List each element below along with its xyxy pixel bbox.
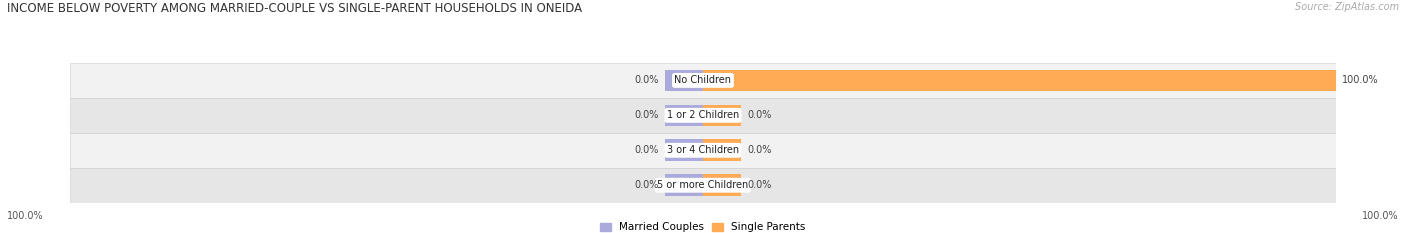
Text: 5 or more Children: 5 or more Children bbox=[658, 180, 748, 190]
Text: 100.0%: 100.0% bbox=[1343, 75, 1379, 85]
Text: 100.0%: 100.0% bbox=[1362, 211, 1399, 221]
Legend: Married Couples, Single Parents: Married Couples, Single Parents bbox=[596, 218, 810, 233]
Bar bbox=[703, 174, 741, 196]
Text: 1 or 2 Children: 1 or 2 Children bbox=[666, 110, 740, 120]
Text: 100.0%: 100.0% bbox=[7, 211, 44, 221]
Bar bbox=[703, 69, 1336, 91]
Text: 0.0%: 0.0% bbox=[748, 145, 772, 155]
Bar bbox=[703, 139, 741, 161]
Bar bbox=[665, 174, 703, 196]
Text: 0.0%: 0.0% bbox=[748, 110, 772, 120]
Text: 0.0%: 0.0% bbox=[634, 180, 658, 190]
Bar bbox=[665, 104, 703, 126]
Bar bbox=[665, 69, 703, 91]
Text: 0.0%: 0.0% bbox=[634, 110, 658, 120]
Bar bbox=[703, 104, 741, 126]
Bar bbox=[70, 98, 1336, 133]
Text: 0.0%: 0.0% bbox=[634, 145, 658, 155]
Bar bbox=[70, 63, 1336, 98]
Text: No Children: No Children bbox=[675, 75, 731, 85]
Text: 3 or 4 Children: 3 or 4 Children bbox=[666, 145, 740, 155]
Text: INCOME BELOW POVERTY AMONG MARRIED-COUPLE VS SINGLE-PARENT HOUSEHOLDS IN ONEIDA: INCOME BELOW POVERTY AMONG MARRIED-COUPL… bbox=[7, 2, 582, 15]
Bar bbox=[665, 139, 703, 161]
Bar bbox=[70, 133, 1336, 168]
Text: Source: ZipAtlas.com: Source: ZipAtlas.com bbox=[1295, 2, 1399, 12]
Text: 0.0%: 0.0% bbox=[748, 180, 772, 190]
Bar bbox=[70, 168, 1336, 203]
Text: 0.0%: 0.0% bbox=[634, 75, 658, 85]
